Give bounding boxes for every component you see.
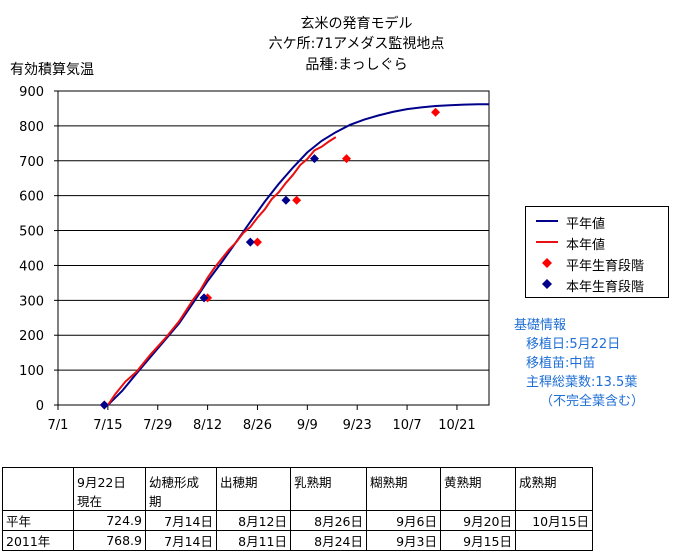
table-cell: 9月3日 <box>366 530 441 551</box>
table-cell: 8月12日 <box>216 510 291 531</box>
legend-diamond-swatch <box>542 279 552 289</box>
stage-marker-3 <box>309 154 319 164</box>
y-tick-label: 700 <box>19 155 44 170</box>
table-header-cell <box>2 467 74 511</box>
x-tick-label: 7/1 <box>48 418 69 433</box>
stage-marker-2 <box>292 195 302 205</box>
table-header-cell: 乳熟期 <box>290 467 367 511</box>
table-cell: 9月20日 <box>440 510 516 531</box>
table-row: 平年 724.9 7月14日 8月12日 8月26日 9月6日 9月20日 10… <box>2 510 593 531</box>
series-line-1 <box>107 136 337 406</box>
stage-marker-2 <box>252 237 262 247</box>
y-tick-label: 200 <box>19 329 44 344</box>
table-cell: 10月15日 <box>515 510 593 531</box>
growth-stage-table: 9月22日 現在 幼穂形成 期 出穂期 乳熟期 糊熟期 黄熟期 成熟期 平年 7… <box>2 467 593 551</box>
x-tick-label: 7/15 <box>93 418 122 433</box>
stage-marker-2 <box>342 154 352 164</box>
legend-item-honnen: 本年値 <box>526 232 668 253</box>
x-tick-label: 9/9 <box>297 418 318 433</box>
legend-diamond-swatch <box>542 258 552 268</box>
table-header-cell: 成熟期 <box>515 467 593 511</box>
table-cell: 8月24日 <box>290 530 367 551</box>
plot-frame <box>57 90 490 406</box>
table-header-cell: 幼穂形成 期 <box>145 467 217 511</box>
y-tick-label: 900 <box>19 85 44 100</box>
legend-item-honnen-stage: 本年生育段階 <box>526 274 668 295</box>
info-leaf-count: 主稈総葉数:13.5葉 <box>526 375 638 390</box>
y-tick-label: 300 <box>19 294 44 309</box>
table-header-cell: 出穂期 <box>216 467 291 511</box>
legend: 平年値 本年値 平年生育段階 本年生育段階 <box>525 206 669 298</box>
legend-label: 本年値 <box>566 238 606 253</box>
x-tick-label: 7/29 <box>143 418 172 433</box>
y-axis-label: 有効積算気温 <box>10 62 94 78</box>
info-heading: 基礎情報 <box>514 318 567 333</box>
x-tick-label: 10/21 <box>438 418 475 433</box>
info-seedling: 移植苗:中苗 <box>526 356 596 371</box>
table-cell: 8月11日 <box>216 530 291 551</box>
y-tick-label: 400 <box>19 259 44 274</box>
table-header-cell: 9月22日 現在 <box>73 467 146 511</box>
chart-title-line1: 玄米の発育モデル <box>300 16 413 32</box>
table-header-cell: 糊熟期 <box>366 467 441 511</box>
info-transplant-date: 移植日:5月22日 <box>526 337 621 352</box>
table-cell: 9月15日 <box>440 530 516 551</box>
legend-label: 平年生育段階 <box>566 259 645 274</box>
legend-item-heinen-stage: 平年生育段階 <box>526 253 668 274</box>
basic-info-panel: 基礎情報 移植日:5月22日 移植苗:中苗 主稈総葉数:13.5葉 （不完全葉含… <box>514 316 644 411</box>
table-cell: 7月14日 <box>145 510 217 531</box>
stage-marker-2 <box>431 107 441 117</box>
x-tick-label: 8/26 <box>243 418 272 433</box>
table-cell: 9月6日 <box>366 510 441 531</box>
y-tick-label: 0 <box>36 399 44 414</box>
stage-marker-3 <box>281 195 291 205</box>
series-line-0 <box>107 103 489 406</box>
table-row: 2011年 768.9 7月14日 8月11日 8月24日 9月3日 9月15日 <box>2 530 593 551</box>
table-header-row: 9月22日 現在 幼穂形成 期 出穂期 乳熟期 糊熟期 黄熟期 成熟期 <box>2 467 593 511</box>
x-tick-label: 8/12 <box>193 418 222 433</box>
legend-line-swatch <box>536 220 558 222</box>
table-cell: 7月14日 <box>145 530 217 551</box>
legend-line-swatch <box>536 241 558 243</box>
y-tick-label: 500 <box>19 225 44 240</box>
table-cell: 768.9 <box>73 530 146 551</box>
table-cell <box>515 530 593 551</box>
table-cell: 8月26日 <box>290 510 367 531</box>
chart-title-line2: 六ケ所:71アメダス監視地点 <box>268 36 445 52</box>
table-cell: 724.9 <box>73 510 146 531</box>
legend-label: 平年値 <box>566 217 606 232</box>
y-tick-label: 600 <box>19 190 44 205</box>
table-header-cell: 黄熟期 <box>440 467 516 511</box>
y-tick-label: 100 <box>19 364 44 379</box>
stage-marker-3 <box>99 400 109 410</box>
table-cell: 平年 <box>2 510 74 531</box>
y-tick-label: 800 <box>19 120 44 135</box>
stage-marker-3 <box>199 293 209 303</box>
stage-marker-3 <box>245 237 255 247</box>
legend-label: 本年生育段階 <box>566 280 645 295</box>
table-cell: 2011年 <box>2 530 74 551</box>
chart-plot: 0 100 200 300 400 500 600 700 800 900 7/1 7/15 7/29 8… <box>19 85 490 433</box>
chart-title-line3: 品種:まっしぐら <box>305 57 408 73</box>
info-leaf-note: （不完全葉含む） <box>540 394 645 409</box>
x-tick-label: 10/7 <box>392 418 421 433</box>
x-tick-label: 9/23 <box>343 418 372 433</box>
legend-item-heinen: 平年値 <box>526 211 668 232</box>
